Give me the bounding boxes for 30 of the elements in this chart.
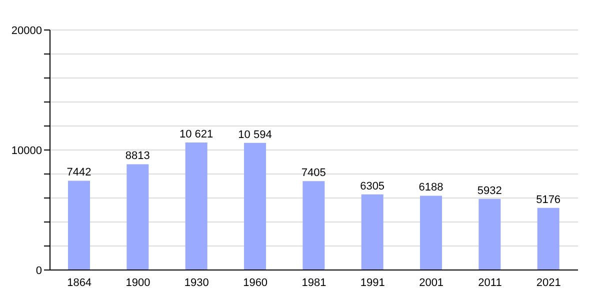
- bar: [537, 208, 560, 270]
- data-label: 10 594: [238, 128, 272, 141]
- data-label: 6305: [360, 180, 385, 192]
- bar: [420, 196, 442, 270]
- data-label: 8813: [125, 150, 150, 162]
- y-tick-label: 0: [36, 264, 42, 277]
- data-label: 7442: [66, 166, 92, 179]
- x-tick-label: 1981: [302, 276, 326, 289]
- y-tick-label: 10000: [11, 144, 42, 157]
- bar: [478, 198, 501, 270]
- x-tick-label: 1960: [243, 276, 268, 289]
- bar: [302, 181, 325, 270]
- data-label: 7405: [301, 167, 326, 180]
- x-tick-label: 2011: [478, 276, 502, 289]
- x-tick-label: 1930: [184, 276, 209, 289]
- x-tick-label: 1900: [126, 276, 150, 289]
- data-label: 5932: [477, 184, 502, 197]
- x-tick-label: 2001: [419, 276, 444, 289]
- data-label: 6188: [418, 182, 444, 194]
- data-label: 5176: [536, 194, 561, 206]
- bar: [68, 180, 90, 270]
- x-tick-label: 2021: [536, 276, 561, 289]
- bar: [185, 142, 208, 270]
- y-tick-label: 20000: [11, 24, 42, 37]
- x-tick-label: 1864: [67, 276, 92, 289]
- bar: [244, 142, 266, 270]
- bar: [126, 164, 149, 270]
- bar: [361, 194, 384, 270]
- x-tick-label: 1991: [360, 276, 385, 289]
- data-label: 10 621: [180, 128, 214, 141]
